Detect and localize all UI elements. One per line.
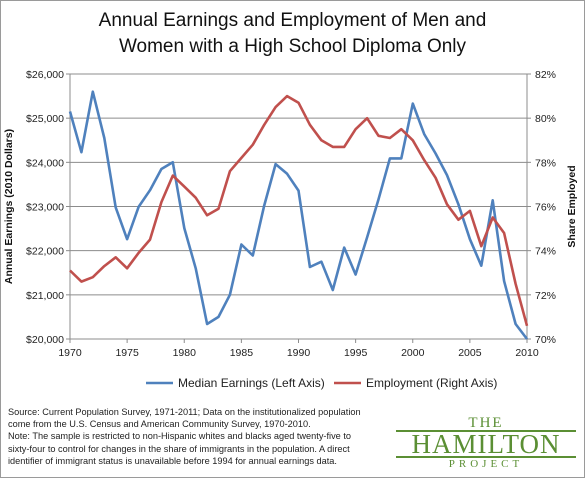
left-tick-label: $24,000 [26, 157, 64, 169]
left-tick-label: $23,000 [26, 202, 64, 214]
right-tick-label: 76% [535, 202, 556, 214]
right-tick-label: 82% [535, 69, 556, 81]
logo-project: PROJECT [448, 458, 524, 470]
right-axis-ticks: 70% 72% 74% 76% 78% 80% 82% [527, 69, 556, 346]
x-tick-label: 1970 [58, 347, 82, 359]
left-axis-label: Annual Earnings (2010 Dollars) [3, 129, 15, 284]
right-tick-label: 70% [535, 334, 556, 346]
gridlines [70, 117, 527, 296]
left-axis-ticks: $20,000 $21,000 $22,000 $23,000 $24,000 $25,0… [26, 69, 70, 346]
chart-title-line-1: Annual Earnings and Employment of Men an… [98, 10, 487, 31]
right-tick-label: 72% [535, 290, 556, 302]
logo-rule [396, 430, 576, 458]
source-line-3: Note: The sample is restricted to non-Hi… [8, 431, 351, 442]
left-tick-label: $22,000 [26, 246, 64, 258]
series-line-earnings [68, 90, 529, 340]
x-tick-label: 2005 [458, 347, 482, 359]
x-tick-label: 2010 [515, 347, 539, 359]
x-tick-label: 1980 [173, 347, 197, 359]
legend-label-employment: Employment (Right Axis) [366, 376, 497, 390]
source-line-5: identifier of immigrant status is unavai… [8, 455, 337, 466]
x-tick-label: 1995 [344, 347, 368, 359]
x-tick-label: 1975 [115, 347, 139, 359]
hamilton-project-logo: THE HAMILTON PROJECT [396, 416, 576, 472]
left-tick-label: $21,000 [26, 290, 64, 302]
right-axis-label: Share Employed [566, 165, 578, 247]
source-line-1: Source: Current Population Survey, 1971-… [8, 407, 361, 417]
source-line-2: come from the U.S. Census and American C… [8, 419, 311, 430]
chart-title: Annual Earnings and Employment of Men an… [0, 8, 585, 60]
series-line-employment [69, 94, 529, 327]
legend: Median Earnings (Left Axis) Employment (… [146, 376, 497, 390]
x-tick-label: 2000 [401, 347, 425, 359]
legend-label-earnings: Median Earnings (Left Axis) [178, 376, 325, 390]
x-axis-ticks: 1970 1975 1980 1985 1990 1995 2000 2005 2010 [58, 339, 539, 359]
chart-title-line-2: Women with a High School Diploma Only [118, 36, 467, 57]
right-tick-label: 78% [535, 157, 556, 169]
left-tick-label: $20,000 [26, 334, 64, 346]
logo-the: THE [468, 415, 504, 431]
left-tick-label: $26,000 [26, 69, 64, 81]
right-tick-label: 74% [535, 246, 556, 258]
source-line-4: sixty-four to control for changes in the… [8, 443, 350, 454]
logo-hamilton: HAMILTON [411, 429, 561, 459]
x-tick-label: 1990 [287, 347, 311, 359]
left-tick-label: $25,000 [26, 113, 64, 125]
x-tick-label: 1985 [230, 347, 254, 359]
right-tick-label: 80% [535, 113, 556, 125]
source-note: Source: Current Population Survey, 1971-… [8, 406, 388, 467]
